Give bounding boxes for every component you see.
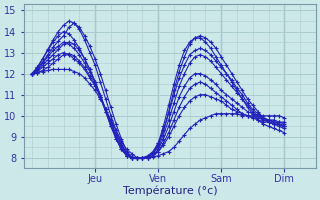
X-axis label: Température (°c): Température (°c) bbox=[123, 185, 217, 196]
